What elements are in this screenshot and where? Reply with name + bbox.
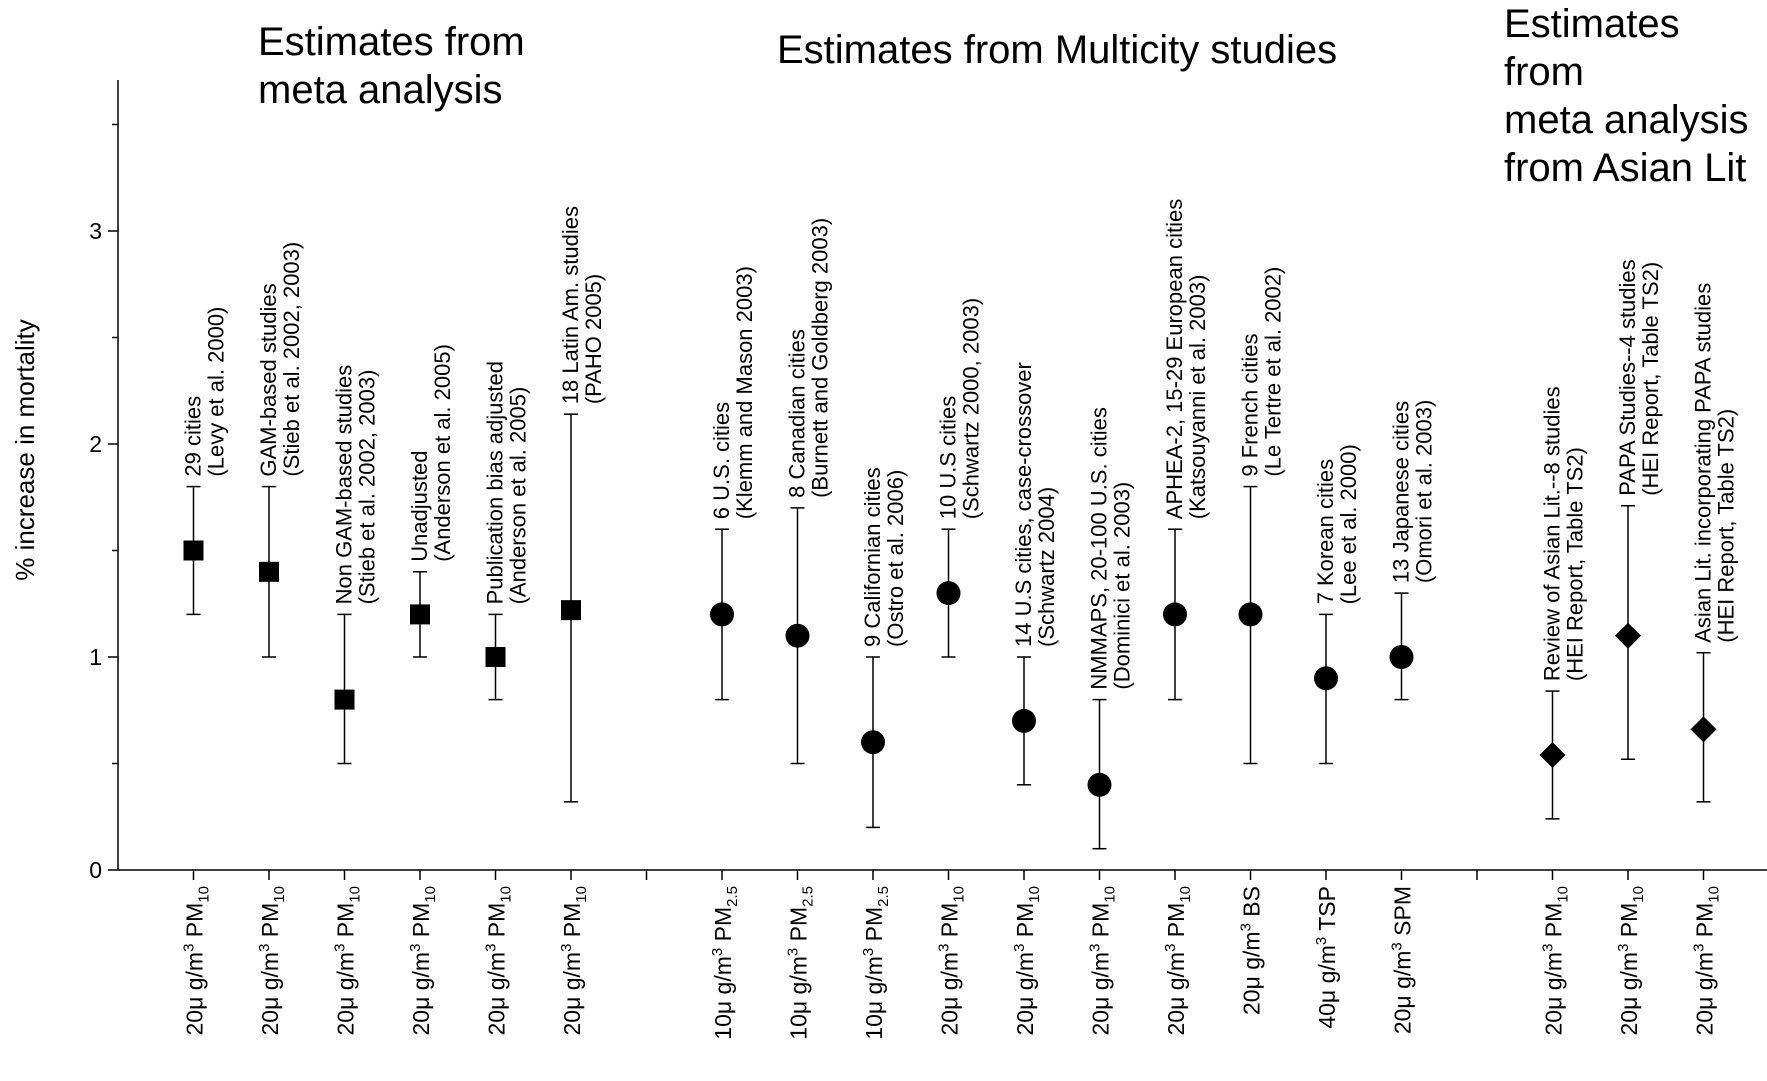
point-label-source: (Klemm and Mason 2003) [732,266,757,519]
y-tick-label: 1 [89,644,102,670]
point-label-source: (Stieb et al. 2002, 2003) [279,242,304,477]
point-label-source: (Schwartz 2004) [1034,487,1059,647]
point-label-source: (Schwartz 2000, 2003) [959,298,984,519]
x-category-label: 20μ g/m3 PM10 [256,886,288,1036]
point-marker-square [259,561,279,582]
point-marker-circle [936,581,961,606]
point-marker-circle [710,602,734,627]
y-tick-label: 3 [89,218,102,244]
point-label-source: (HEI Report, Table TS2) [1563,447,1588,681]
x-category-label: 20μ g/m3 BS [1238,886,1265,1015]
point-label-name: Review of Asian Lit.--8 studies [1540,386,1565,681]
y-tick-label: 0 [89,857,102,883]
x-category-label: 20μ g/m3 PM10 [483,886,515,1036]
point-marker-circle [1238,602,1263,627]
point-marker-circle [1314,666,1338,691]
point-label-source: (Katsouyanni et al. 2003) [1185,275,1210,520]
point-label-source: (HEI Report, Table TS2) [1714,409,1739,643]
point-label-source: (PAHO 2005) [581,274,606,404]
point-label-name: 14 U.S cities, case-crossover [1011,362,1036,647]
point-label-name: NMMAPS, 20-100 U.S. cities [1087,407,1112,689]
x-category-label: 10μ g/m3 PM2.5 [709,886,741,1040]
group-title-asian-meta-analysis: Estimates from meta analysis from Asian … [1504,2,1749,190]
point-label-source: (Stieb et al. 2002, 2003) [355,370,380,605]
x-category-label: 20μ g/m3 PM10 [1087,886,1119,1036]
point-marker-diamond [1690,716,1717,743]
point-marker-square [334,689,355,710]
point-label-source: (Ostro et al. 2006) [883,470,908,647]
point-label-name: PAPA Studies--4 studies [1615,259,1640,495]
point-label-name: Non GAM-based studies [332,365,357,605]
point-label-name: APHEA-2, 15-29 European cities [1162,199,1187,519]
point-label-source: (HEI Report, Table TS2) [1638,262,1663,496]
y-tick-label: 2 [89,431,102,457]
x-category-label: 20μ g/m3 PM10 [1011,886,1043,1036]
x-category-label: 10μ g/m3 PM2.5 [860,886,892,1040]
point-label-name: Unadjusted [407,450,432,561]
x-category-label: 20μ g/m3 PM10 [1615,886,1647,1036]
point-marker-circle [861,730,885,755]
point-label-name: 18 Latin Am. studies [558,206,583,404]
point-label-name: 8 Canadian cities [785,329,810,498]
point-label-name: 9 Californian cities [860,467,885,647]
point-label-source: (Levy et al. 2000) [204,307,229,477]
point-label-source: (Dominici et al. 2003) [1110,482,1135,690]
point-label-source: (Lee et al. 2000) [1336,444,1361,604]
point-marker-square [410,604,430,625]
point-label-source: (Anderson et al. 2005) [506,387,531,605]
x-category-label: 20μ g/m3 PM10 [181,886,213,1036]
point-label-source: (Burnett and Goldberg 2003) [808,218,833,498]
group-title-multicity: Estimates from Multicity studies [777,28,1338,72]
point-marker-diamond [1539,741,1566,768]
x-category-label: 20μ g/m3 PM10 [558,886,590,1036]
y-axis-title: % increase in mortality [10,319,40,581]
point-marker-square [485,647,506,667]
x-category-label: 20μ g/m3 PM10 [1162,886,1194,1036]
point-label-name: 7 Korean cities [1313,459,1338,605]
point-marker-square [561,600,581,621]
point-label-name: 6 U.S. cities [709,402,734,519]
x-category-label: 20μ g/m3 PM10 [407,886,439,1036]
x-category-label: 20μ g/m3 PM10 [332,886,364,1036]
point-label-name: GAM-based studies [256,283,281,476]
point-label-name: Publication bias adjusted [483,361,508,604]
point-label-name: Asian Lit. incorporating PAPA studies [1691,283,1716,643]
point-label-source: (Anderson et al. 2005) [430,344,455,562]
point-marker-circle [1087,772,1112,797]
point-label-name: 13 Japanese cities [1389,401,1414,583]
point-marker-diamond [1615,622,1641,649]
x-category-label: 40μ g/m3 TSP [1313,886,1340,1029]
point-label-source: (Omori et al. 2003) [1412,400,1437,583]
x-category-label: 20μ g/m3 SPM [1389,886,1416,1034]
x-category-label: 20μ g/m3 PM10 [936,886,968,1036]
point-marker-circle [1012,708,1036,733]
point-label-name: 10 U.S cities [936,396,961,520]
x-category-label: 20μ g/m3 PM10 [1691,886,1723,1036]
point-marker-circle [785,623,810,648]
point-label-name: 29 cities [181,396,206,477]
point-marker-circle [1389,645,1414,669]
x-category-label: 20μ g/m3 PM10 [1540,886,1572,1036]
x-category-label: 10μ g/m3 PM2.5 [785,886,817,1040]
group-title-meta-analysis: Estimates from meta analysis [258,20,525,112]
point-marker-circle [1163,602,1187,627]
point-label-source: (Le Tertre et al. 2002) [1261,267,1286,477]
point-marker-square [183,540,204,561]
point-label-name: 9 French cities [1238,334,1263,477]
